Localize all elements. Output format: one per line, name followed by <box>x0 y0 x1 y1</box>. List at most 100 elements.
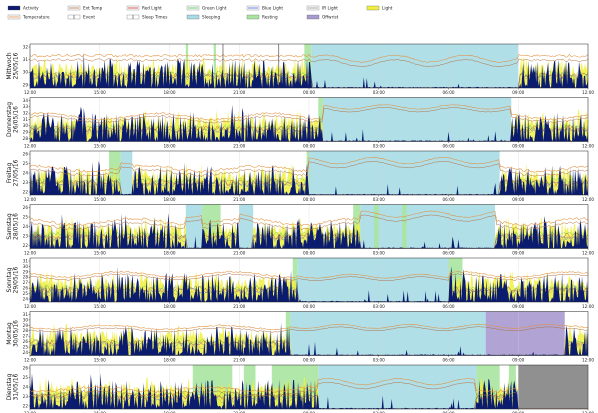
x-tick-label: 00:00 <box>303 197 315 202</box>
activity-area <box>30 266 588 302</box>
panel-day-label: Freitag27/05/16 <box>6 159 20 186</box>
y-tick-label: 32 <box>23 111 29 116</box>
x-tick-label: 15:00 <box>94 197 106 202</box>
x-tick-label: 18:00 <box>163 90 175 95</box>
x-tick-label: 03:00 <box>373 90 385 95</box>
x-tick-label: 03:00 <box>373 144 385 149</box>
x-tick-label: 12:00 <box>582 304 594 309</box>
resting-band <box>402 204 407 249</box>
panel-day-name: Montag <box>6 322 13 345</box>
panel-day-date: 25/05/16 <box>13 52 20 79</box>
x-tick-label: 06:00 <box>442 90 454 95</box>
x-tick-label: 12:00 <box>24 304 36 309</box>
sleeping-band <box>290 311 486 356</box>
y-tick-label: 32 <box>23 44 29 49</box>
x-tick-label: 06:00 <box>442 251 454 256</box>
legend-item: Green Light <box>186 6 227 11</box>
day-panel: 26 25 24 23 22 12:00 15:00 18:00 21:00 00:00 03:00… <box>6 204 594 256</box>
y-tick-label: 25 <box>23 291 29 296</box>
resting-band <box>374 204 379 249</box>
x-tick-label: 06:00 <box>442 144 454 149</box>
legend-swatch <box>186 14 200 20</box>
legend-swatch <box>366 5 380 11</box>
sleeping-band <box>311 44 519 88</box>
y-tick-label: 31 <box>23 312 29 317</box>
panel-day-date: 30/05/16 <box>13 320 20 347</box>
legend-item: Activity <box>7 6 39 11</box>
x-tick-label: 21:00 <box>233 411 245 413</box>
activity-area <box>30 372 588 409</box>
legend-swatch <box>246 14 260 20</box>
day-panel: 26 25 24 23 22 12:00 15:00 18:00 21:00 00:00 03:00… <box>6 150 594 202</box>
legend-label: IR Light <box>322 6 338 11</box>
resting-band <box>304 44 312 88</box>
ext-temp-line <box>29 214 589 231</box>
y-tick-label: 31 <box>23 258 29 263</box>
resting-band <box>306 151 309 195</box>
y-tick-label: 30 <box>23 317 29 322</box>
x-tick-label: 21:00 <box>233 358 245 363</box>
temperature-line <box>29 270 589 279</box>
x-tick-label: 12:00 <box>24 411 36 413</box>
activity-area <box>30 213 588 249</box>
sleeping-band <box>309 151 500 195</box>
y-tick-label: 29 <box>23 82 29 87</box>
y-tick-label: 33 <box>23 104 29 109</box>
legend-label: Sleeping <box>202 15 220 20</box>
legend-item: Sleeping <box>186 14 220 20</box>
x-tick-label: 00:00 <box>303 144 315 149</box>
x-tick-label: 00:00 <box>303 411 315 413</box>
y-tick-label: 23 <box>23 180 29 185</box>
temperature-line <box>29 104 589 121</box>
sleeping-band <box>185 204 203 249</box>
activity-area <box>30 322 588 356</box>
panel-day-name: Samstag <box>6 213 13 239</box>
legend-label: Green Light <box>202 6 227 11</box>
panel-day-label: Samstag28/05/16 <box>6 213 20 240</box>
x-tick-label: 12:00 <box>582 358 594 363</box>
x-tick-label: 12:00 <box>24 358 36 363</box>
y-tick-label: 23 <box>23 394 29 399</box>
sleeping-band <box>239 204 254 249</box>
y-tick-label: 26 <box>23 151 29 156</box>
legend-item: IR Light <box>306 6 338 11</box>
sleeping-band <box>120 151 133 195</box>
resting-band <box>353 204 361 249</box>
x-tick-label: 18:00 <box>163 304 175 309</box>
y-tick-label: 22 <box>23 243 29 248</box>
x-tick-label: 21:00 <box>233 197 245 202</box>
activity-area <box>30 104 588 142</box>
red-light-line <box>29 393 588 409</box>
x-tick-label: 09:00 <box>512 411 524 413</box>
ir-light-line <box>29 396 588 409</box>
x-tick-label: 12:00 <box>582 411 594 413</box>
temperature-line <box>29 323 589 331</box>
x-tick-label: 15:00 <box>94 304 106 309</box>
x-tick-label: 09:00 <box>512 358 524 363</box>
x-tick-label: 00:00 <box>303 90 315 95</box>
panel-day-name: Freitag <box>6 163 13 184</box>
legend-label: Offwrist <box>322 15 339 20</box>
y-tick-label: 31 <box>23 117 29 122</box>
y-tick-label: 26 <box>23 286 29 291</box>
day-panel: 32 31 30 29 12:00 15:00 18:00 21:00 00:00 03:00 06… <box>6 43 594 95</box>
activity-area <box>30 51 588 88</box>
panel-day-name: Sonntag <box>6 267 13 292</box>
y-tick-label: 25 <box>23 214 29 219</box>
y-tick-label: 27 <box>23 280 29 285</box>
y-tick-label: 26 <box>23 205 29 210</box>
blue-light-line <box>29 394 588 409</box>
y-tick-label: 22 <box>23 403 29 408</box>
y-tick-label: 30 <box>23 123 29 128</box>
panel-day-label: Donnerstag26/05/16 <box>6 102 20 137</box>
nodata-band <box>518 365 588 409</box>
light-area <box>30 163 588 195</box>
resting-band <box>213 44 216 88</box>
y-tick-label: 31 <box>23 57 29 62</box>
legend-label: Light <box>382 6 393 11</box>
x-tick-label: 15:00 <box>94 90 106 95</box>
temperature-line <box>29 53 589 63</box>
legend-label: Temperature <box>22 15 50 20</box>
legend-item: Event <box>67 15 95 20</box>
